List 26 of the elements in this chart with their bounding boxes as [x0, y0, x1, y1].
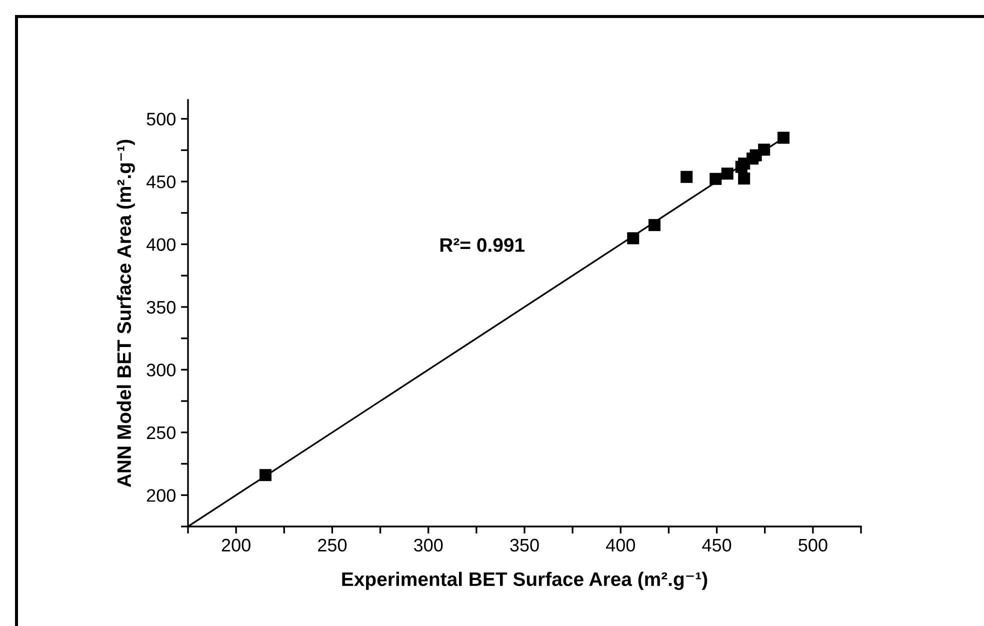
y-tick-label: 350	[146, 300, 176, 314]
y-tick-label: 500	[146, 112, 176, 126]
x-tick-label: 300	[414, 538, 443, 552]
x-tick-label: 400	[606, 538, 635, 552]
x-tick-label: 450	[702, 538, 732, 552]
y-tick-label: 400	[146, 238, 176, 251]
y-tick-label: 450	[146, 175, 176, 188]
point	[627, 232, 640, 244]
y-axis-title: ANN Model BET Surface Area (m².g⁻¹)	[116, 140, 135, 488]
x-tick-label: 500	[798, 538, 828, 552]
point	[259, 469, 272, 482]
point	[648, 219, 660, 232]
annotation: R²= 0.991	[440, 238, 525, 252]
y-tick-label: 200	[146, 489, 176, 502]
x-tick-label: 350	[510, 538, 539, 552]
point	[777, 132, 790, 144]
x-axis-title: Experimental BET Surface Area (m².g⁻¹)	[342, 572, 708, 590]
y-tick-label: 250	[146, 426, 176, 440]
x-tick-label: 200	[222, 538, 250, 552]
point	[721, 168, 734, 180]
y-tick-label: 300	[146, 364, 176, 376]
x-tick-label: 250	[318, 538, 347, 552]
point	[710, 172, 722, 185]
point	[680, 170, 693, 183]
point	[758, 144, 770, 156]
point	[738, 172, 750, 185]
